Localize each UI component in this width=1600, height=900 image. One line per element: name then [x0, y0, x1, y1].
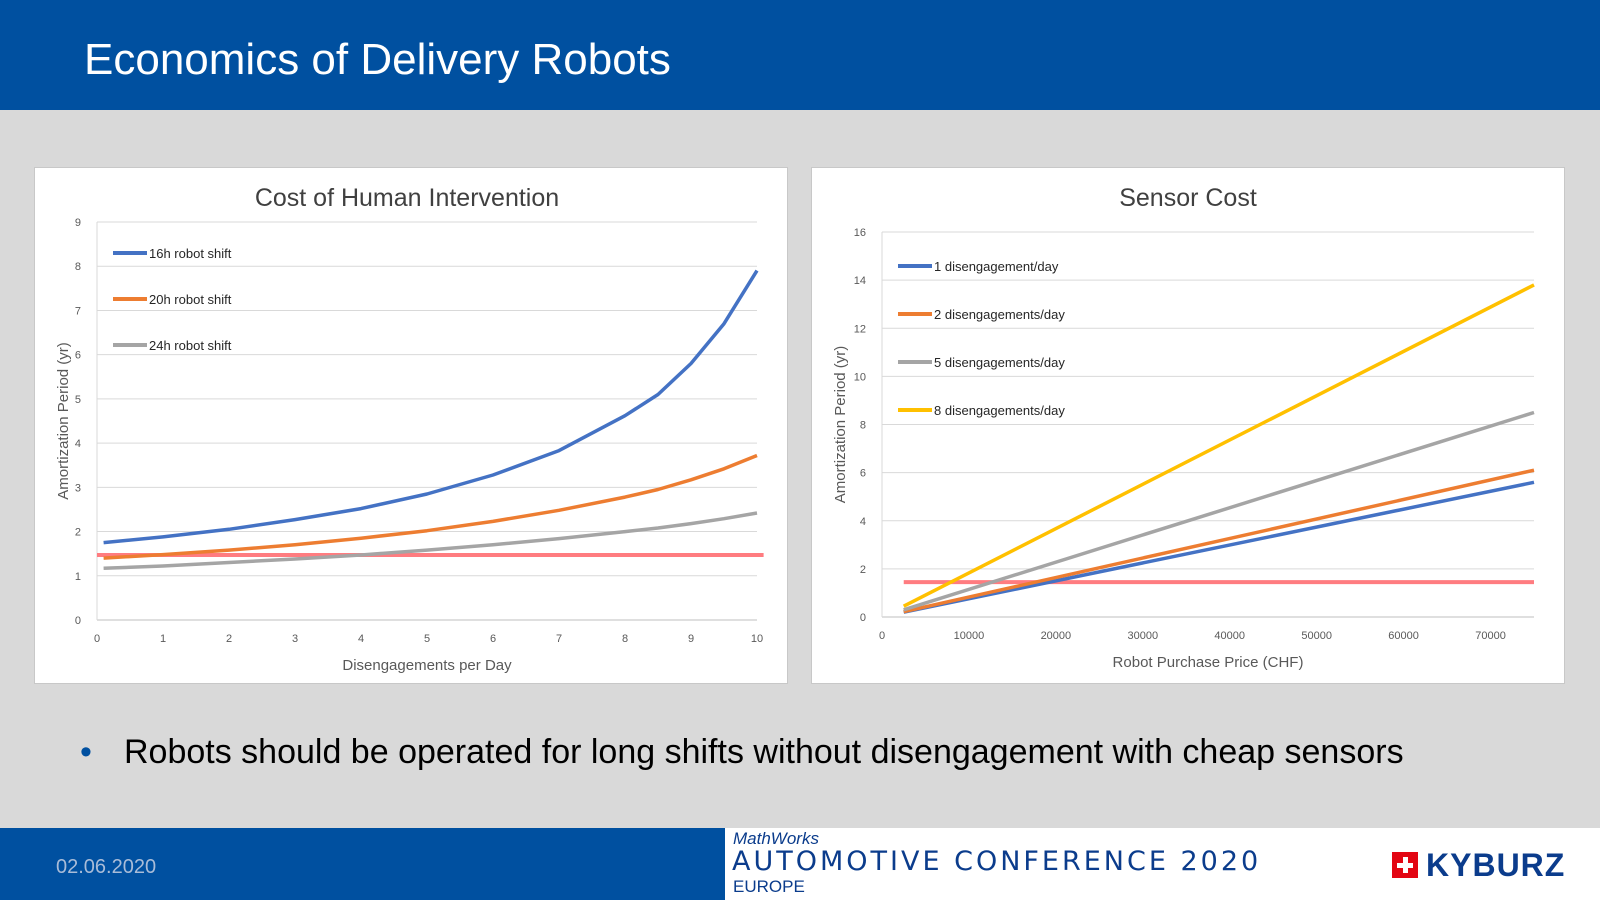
conference-title: AUTOMOTIVE CONFERENCE 2020	[732, 846, 1262, 877]
x-tick-label: 4	[358, 633, 364, 645]
x-axis-label: Disengagements per Day	[342, 657, 512, 674]
y-tick-label: 4	[860, 516, 866, 528]
y-tick-label: 16	[854, 227, 866, 239]
x-axis-label: Robot Purchase Price (CHF)	[1113, 654, 1304, 671]
series-line	[903, 468, 1535, 614]
footer-logo-area	[725, 828, 1600, 900]
x-tick-label: 7	[556, 633, 562, 645]
series-line	[103, 511, 758, 571]
chart-panel-human-intervention: Cost of Human Intervention 0 1 2 3 4 5 6 7 8 9 0 1 2 3…	[34, 167, 788, 684]
x-tick-label: 3	[292, 633, 298, 645]
y-tick-label: 6	[75, 350, 81, 362]
x-tick-label: 20000	[1041, 630, 1072, 642]
legend-label: 1 disengagement/day	[934, 259, 1059, 274]
x-tick-label: 8	[622, 633, 628, 645]
legend-label: 20h robot shift	[149, 292, 232, 307]
y-tick-label: 3	[75, 482, 81, 494]
y-tick-label: 9	[75, 217, 81, 229]
y-tick-label: 8	[860, 420, 866, 432]
x-tick-label: 1	[160, 633, 166, 645]
swiss-flag-icon	[1392, 852, 1418, 878]
x-tick-label: 70000	[1475, 630, 1506, 642]
slide-header: Economics of Delivery Robots	[0, 0, 1600, 110]
x-tick-label: 10	[751, 633, 763, 645]
x-tick-label: 5	[424, 633, 430, 645]
conference-subtitle: EUROPE	[733, 877, 805, 896]
x-tick-label: 10000	[954, 630, 985, 642]
bullet-text: Robots should be operated for long shift…	[124, 733, 1404, 771]
x-tick-label: 40000	[1214, 630, 1245, 642]
bullet-icon: •	[80, 733, 92, 771]
legend-label: 24h robot shift	[149, 338, 232, 353]
bullet-point: • Robots should be operated for long shif…	[80, 730, 1404, 774]
series-line	[103, 269, 759, 545]
x-tick-label: 0	[94, 633, 100, 645]
x-tick-label: 0	[879, 630, 885, 642]
y-tick-label: 6	[860, 468, 866, 480]
series-line	[903, 480, 1535, 614]
chart-title: Cost of Human Intervention	[255, 184, 559, 212]
x-tick-label: 60000	[1388, 630, 1419, 642]
footer-bar	[0, 828, 725, 900]
y-tick-label: 2	[860, 564, 866, 576]
legend-label: 2 disengagements/day	[934, 307, 1065, 322]
company-name: KYBURZ	[1426, 846, 1566, 883]
series-line	[902, 283, 1535, 608]
y-tick-label: 14	[854, 275, 866, 287]
y-tick-label: 0	[75, 615, 81, 627]
x-tick-label: 9	[688, 633, 694, 645]
x-tick-label: 50000	[1301, 630, 1332, 642]
chart-title: Sensor Cost	[1119, 184, 1257, 212]
series-line	[103, 453, 758, 560]
y-tick-label: 2	[75, 527, 81, 539]
footer-date: 02.06.2020	[56, 856, 157, 878]
legend-label: 8 disengagements/day	[934, 403, 1065, 418]
y-tick-label: 0	[860, 612, 866, 624]
chart-sensor-cost: Sensor Cost 0 2 4 6 8 10 12 14 16 0 10000 20000 30000…	[832, 184, 1535, 671]
y-axis-label: Amortization Period (yr)	[832, 346, 849, 504]
y-axis-label: Amortization Period (yr)	[55, 342, 72, 500]
y-tick-label: 8	[75, 261, 81, 273]
y-tick-label: 4	[75, 438, 81, 450]
slide-title: Economics of Delivery Robots	[84, 35, 671, 84]
x-tick-label: 2	[226, 633, 232, 645]
y-tick-label: 1	[75, 571, 81, 583]
conference-brand: MathWorks	[733, 829, 819, 848]
kyburz-logo: KYBURZ	[1392, 846, 1566, 883]
x-tick-label: 6	[490, 633, 496, 645]
x-tick-label: 30000	[1128, 630, 1159, 642]
y-tick-label: 12	[854, 323, 866, 335]
chart-human-intervention: Cost of Human Intervention 0 1 2 3 4 5 6 7 8 9 0 1 2 3…	[55, 184, 764, 674]
legend-label: 16h robot shift	[149, 246, 232, 261]
y-tick-label: 7	[75, 305, 81, 317]
chart-panel-sensor-cost: Sensor Cost 0 2 4 6 8 10 12 14 16 0 10000 20000 30000…	[811, 167, 1565, 684]
legend-label: 5 disengagements/day	[934, 355, 1065, 370]
series-line	[903, 410, 1535, 612]
y-tick-label: 5	[75, 394, 81, 406]
y-tick-label: 10	[854, 371, 866, 383]
